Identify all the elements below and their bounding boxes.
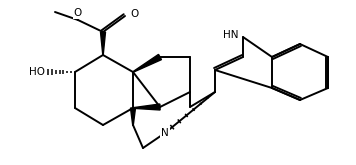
Text: O: O <box>74 8 82 18</box>
Polygon shape <box>100 32 105 55</box>
Text: O: O <box>130 9 138 19</box>
Text: HO: HO <box>29 67 45 77</box>
Text: HN: HN <box>224 30 239 40</box>
Polygon shape <box>133 104 160 110</box>
Polygon shape <box>131 108 136 125</box>
Text: N: N <box>161 128 169 138</box>
Polygon shape <box>133 54 162 72</box>
